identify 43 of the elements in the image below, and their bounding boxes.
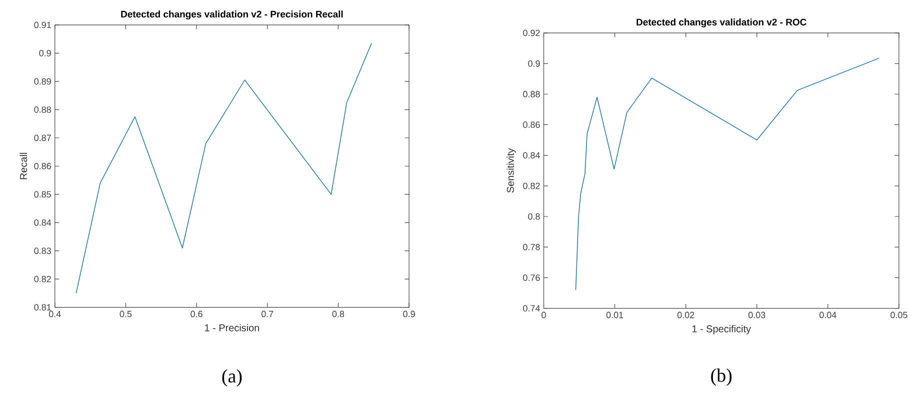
x-tick-label: 0 [542,312,546,318]
line-series [76,42,372,294]
text: (b) [711,368,732,386]
y-tick-label: 0.84 [34,219,52,226]
x-axis-title: 1 - Specificity [692,324,751,334]
x-tick-label: 0.6 [190,310,202,318]
x-tick-label: 0.7 [261,310,274,318]
y-tick-label: 0.74 [523,305,540,312]
y-axis-title: Sensitivity [506,148,516,193]
y-tick-label: 0.84 [523,152,540,158]
chart-title: Detected changes validation v2 - ROC [636,18,806,28]
y-tick-label: 0.86 [523,122,540,128]
y-tick-label: 0.9 [528,60,540,67]
y-tick-label: 0.88 [34,106,51,113]
y-tick-label: 0.76 [523,274,540,281]
chart-title: Detected changes validation v2 - Precision Recall [121,10,343,20]
y-tick-label: 0.88 [523,90,540,98]
y-tick-label: 0.89 [34,78,51,85]
y-tick-label: 0.91 [34,22,51,28]
x-tick-label: 0.8 [332,310,344,318]
y-tick-label: 0.86 [34,162,51,170]
y-tick-label: 0.82 [523,182,540,190]
x-tick-label: 0.9 [403,310,415,318]
y-tick-label: 0.87 [34,134,51,142]
y-axis-title: Recall [20,152,28,180]
x-tick-label: 0.02 [677,312,694,318]
y-tick-label: 0.78 [523,244,540,250]
y-tick-label: 0.82 [34,276,51,282]
x-tick-label: 0.4 [48,310,61,318]
x-tick-label: 0.01 [606,312,624,318]
y-tick-label: 0.83 [34,248,51,254]
y-tick-label: 0.92 [523,30,540,36]
y-tick-label: 0.8 [528,213,540,220]
text: (a) [222,369,242,386]
line-series [575,58,880,290]
x-tick-label: 0.05 [890,312,908,318]
x-tick-label: 0.03 [748,312,766,318]
x-tick-label: 0.5 [120,310,132,318]
y-tick-label: 0.81 [34,304,51,310]
x-axis-title: 1 - Precision [205,324,260,332]
x-tick-label: 0.04 [820,312,836,318]
y-tick-label: 0.9 [39,50,51,56]
y-tick-label: 0.85 [34,191,51,198]
